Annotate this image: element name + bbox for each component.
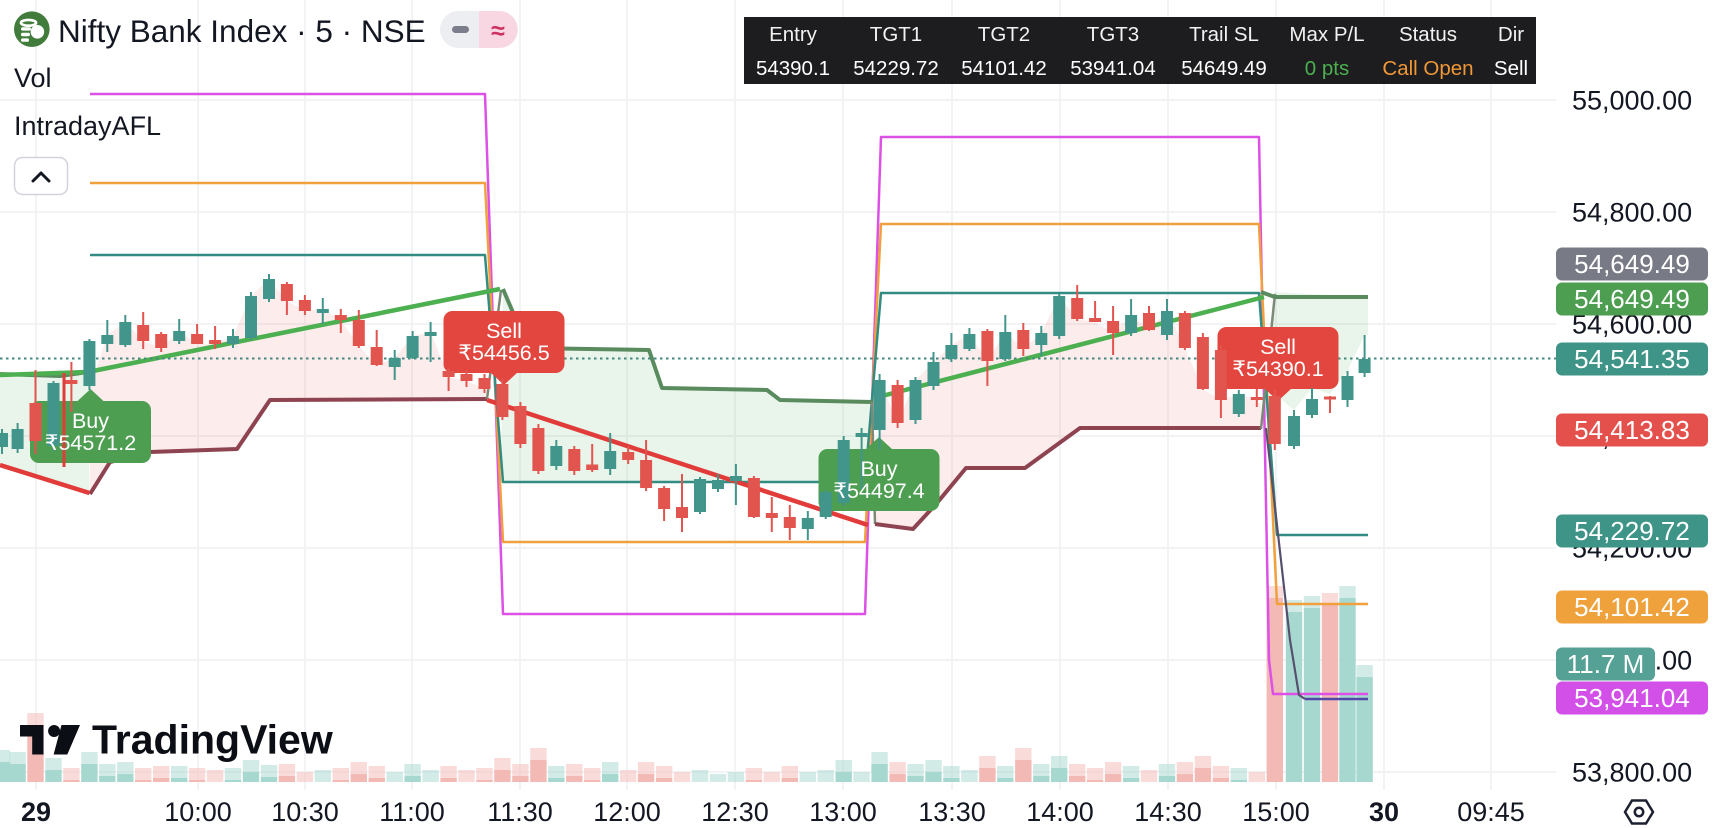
svg-text:Entry: Entry xyxy=(769,23,818,46)
svg-text:Dir: Dir xyxy=(1498,23,1524,46)
svg-text:30: 30 xyxy=(1369,797,1399,827)
svg-text:54101.42: 54101.42 xyxy=(961,57,1047,80)
svg-text:Sell: Sell xyxy=(1494,57,1528,80)
svg-text:IntradayAFL: IntradayAFL xyxy=(14,111,161,141)
svg-text:54390.1: 54390.1 xyxy=(756,57,830,80)
svg-text:53,941.04: 53,941.04 xyxy=(1574,683,1690,713)
svg-text:53941.04: 53941.04 xyxy=(1070,57,1156,80)
svg-text:15:00: 15:00 xyxy=(1242,797,1310,827)
svg-text:14:30: 14:30 xyxy=(1134,797,1202,827)
svg-text:Buy: Buy xyxy=(72,409,109,433)
svg-text:11.7 M: 11.7 M xyxy=(1567,649,1645,679)
svg-text:14:00: 14:00 xyxy=(1026,797,1094,827)
svg-text:54,229.72: 54,229.72 xyxy=(1574,516,1690,546)
svg-text:54,649.49: 54,649.49 xyxy=(1574,284,1690,314)
svg-text:54229.72: 54229.72 xyxy=(853,57,939,80)
svg-text:TGT2: TGT2 xyxy=(978,23,1030,46)
svg-text:53,800.00: 53,800.00 xyxy=(1572,758,1692,788)
svg-text:₹54390.1: ₹54390.1 xyxy=(1232,357,1323,381)
svg-text:12:30: 12:30 xyxy=(701,797,769,827)
svg-text:TradingView: TradingView xyxy=(92,717,333,763)
svg-text:₹54497.4: ₹54497.4 xyxy=(833,479,924,503)
svg-text:11:30: 11:30 xyxy=(487,797,553,827)
svg-text:Max P/L: Max P/L xyxy=(1289,23,1364,46)
svg-text:Trail SL: Trail SL xyxy=(1189,23,1259,46)
svg-text:TGT3: TGT3 xyxy=(1087,23,1139,46)
svg-text:10:30: 10:30 xyxy=(271,797,339,827)
svg-text:₹54456.5: ₹54456.5 xyxy=(458,341,549,365)
svg-text:Sell: Sell xyxy=(1260,335,1296,359)
svg-text:54,649.49: 54,649.49 xyxy=(1574,249,1690,279)
svg-text:Nifty Bank Index · 5 · NSE: Nifty Bank Index · 5 · NSE xyxy=(58,13,426,49)
svg-text:11:00: 11:00 xyxy=(379,797,445,827)
svg-text:0 pts: 0 pts xyxy=(1305,57,1349,80)
svg-text:₹54571.2: ₹54571.2 xyxy=(45,431,136,455)
svg-text:Buy: Buy xyxy=(860,457,897,481)
svg-text:12:00: 12:00 xyxy=(593,797,661,827)
svg-text:09:45: 09:45 xyxy=(1457,797,1525,827)
svg-text:Status: Status xyxy=(1399,23,1457,46)
svg-text:54,541.35: 54,541.35 xyxy=(1574,344,1690,374)
svg-text:54,413.83: 54,413.83 xyxy=(1574,415,1690,445)
svg-text:13:00: 13:00 xyxy=(809,797,877,827)
svg-text:54649.49: 54649.49 xyxy=(1181,57,1267,80)
svg-text:Call Open: Call Open xyxy=(1382,57,1473,80)
svg-text:10:00: 10:00 xyxy=(164,797,232,827)
svg-text:55,000.00: 55,000.00 xyxy=(1572,86,1692,116)
svg-text:≈: ≈ xyxy=(491,17,505,45)
svg-text:TGT1: TGT1 xyxy=(870,23,922,46)
svg-text:54,101.42: 54,101.42 xyxy=(1574,592,1690,622)
svg-text:Sell: Sell xyxy=(486,319,522,343)
svg-text:13:30: 13:30 xyxy=(918,797,986,827)
svg-text:Vol: Vol xyxy=(14,63,52,93)
svg-text:29: 29 xyxy=(21,797,51,827)
svg-text:54,800.00: 54,800.00 xyxy=(1572,198,1692,228)
